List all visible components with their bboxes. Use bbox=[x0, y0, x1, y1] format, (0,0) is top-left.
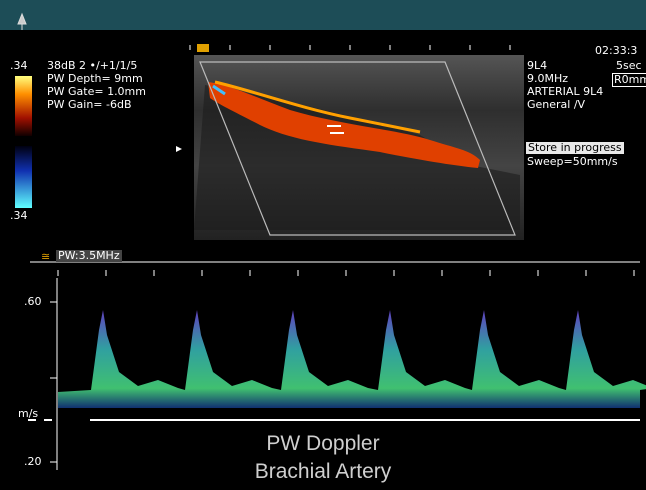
sweep-speed: Sweep=50mm/s bbox=[527, 156, 618, 168]
color-bar-negative bbox=[15, 146, 32, 208]
caption: Brachial Artery bbox=[0, 460, 646, 484]
probe-info: General /V bbox=[527, 99, 585, 111]
time-ticks bbox=[58, 270, 634, 276]
probe-info: 9.0MHz bbox=[527, 73, 568, 85]
scale-top: .34 bbox=[10, 60, 28, 72]
scale-bottom: .34 bbox=[10, 210, 28, 222]
doppler-frequency: PW:3.5MHz bbox=[56, 250, 122, 262]
clock: 02:33:3 bbox=[595, 45, 637, 57]
caption: PW Doppler bbox=[0, 432, 646, 456]
probe-info: ARTERIAL 9L4 bbox=[527, 86, 603, 98]
setting: PW Gain= -6dB bbox=[47, 99, 132, 111]
depth: R0mm bbox=[612, 73, 646, 87]
sweep-time: 5sec bbox=[616, 60, 642, 72]
focus-marker bbox=[176, 146, 182, 152]
ultrasound-screen: .34 38dB 2 •/+1/1/5 PW Depth= 9mm PW Gat… bbox=[0, 0, 646, 490]
probe-info: 9L4 bbox=[527, 60, 547, 72]
color-bar-positive bbox=[15, 76, 32, 136]
probe-marker bbox=[197, 44, 209, 52]
doppler-spectrum bbox=[58, 310, 646, 408]
doppler-icon: ≅ bbox=[41, 251, 50, 263]
top-bar bbox=[0, 0, 646, 30]
depth-ruler bbox=[190, 45, 510, 50]
setting: PW Gate= 1.0mm bbox=[47, 86, 146, 98]
setting: PW Depth= 9mm bbox=[47, 73, 143, 85]
axis-label: m/s bbox=[18, 408, 38, 420]
axis-label: .60 bbox=[24, 296, 42, 308]
setting: 38dB 2 •/+1/1/5 bbox=[47, 60, 137, 72]
status: Store in progress bbox=[526, 142, 624, 154]
